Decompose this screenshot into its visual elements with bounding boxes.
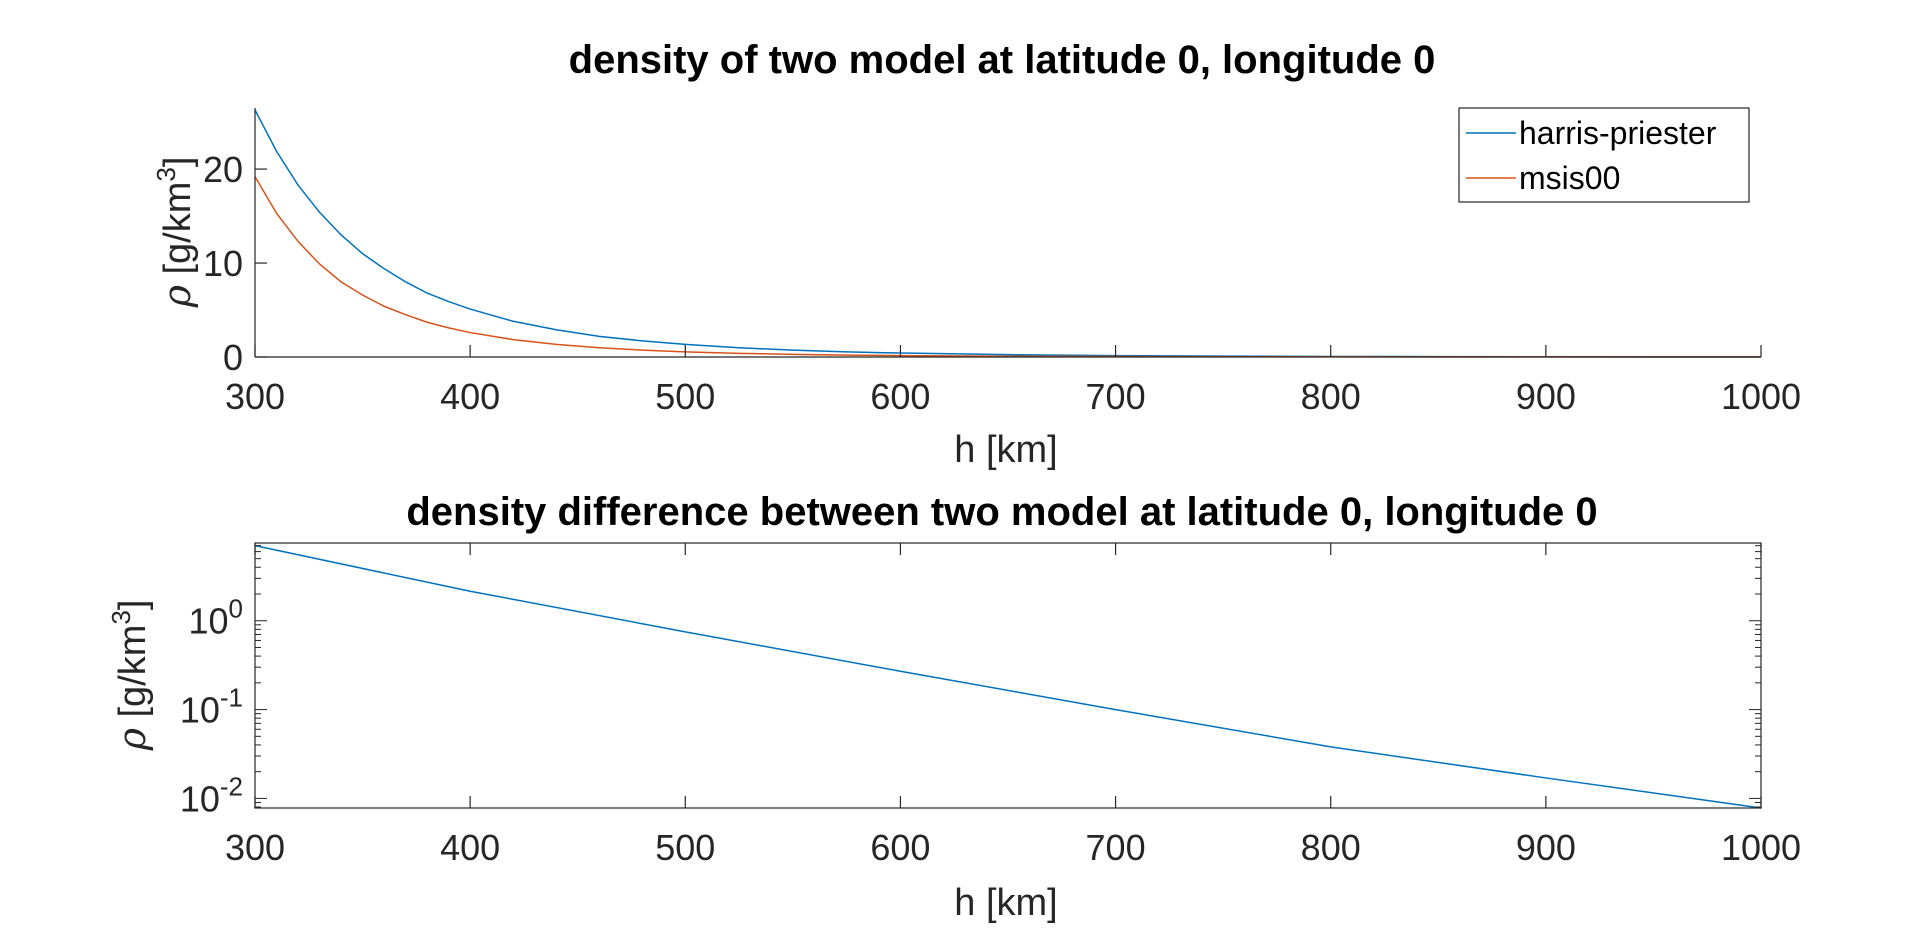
top-chart-y-ticks: 0 10 20 [203, 149, 267, 378]
bottom-chart-x-tick-label: 600 [870, 827, 930, 868]
bottom-chart-x-tick-label: 500 [655, 827, 715, 868]
bottom-chart-axis-box [254, 542, 1762, 809]
bottom-chart-y-ticks: 100 10-1 10-2 [180, 545, 1761, 819]
bottom-chart-y-tick-label: 100 [188, 594, 243, 642]
top-chart-x-tick-label: 300 [225, 376, 285, 417]
bottom-chart-x-tick-label: 900 [1516, 827, 1576, 868]
top-chart-x-tick-label: 400 [440, 376, 500, 417]
bottom-chart-y-axis-label: ρ [g/km3] [106, 600, 154, 752]
bottom-chart-series [254, 544, 1762, 809]
bottom-chart-y-tick-label: 10-2 [180, 771, 243, 819]
bottom-chart-x-ticks: 300 400 500 600 700 800 900 1000 [225, 543, 1801, 868]
bottom-chart-y-tick-label: 10-1 [180, 683, 243, 731]
top-chart-x-tick-label: 900 [1516, 376, 1576, 417]
top-chart-y-axis-label: ρ [g/km3] [151, 157, 199, 309]
top-chart-x-ticks: 300 400 500 600 700 800 900 1000 [225, 345, 1801, 417]
bottom-chart-series-line-difference [254, 544, 1762, 809]
top-chart-x-tick-label: 600 [870, 376, 930, 417]
bottom-chart-x-tick-label: 1000 [1721, 827, 1801, 868]
bottom-chart-x-tick-label: 800 [1301, 827, 1361, 868]
bottom-ylabel-exp: 3 [106, 610, 136, 624]
bottom-ylabel-symbol: ρ [110, 727, 154, 751]
bottom-chart-title: density difference between two model at … [406, 490, 1597, 534]
top-chart-x-tick-label: 700 [1086, 376, 1146, 417]
bottom-chart-x-tick-label: 400 [440, 827, 500, 868]
top-chart-x-axis-label: h [km] [954, 429, 1057, 471]
legend-label-msis00: msis00 [1519, 160, 1620, 196]
top-chart: density of two model at latitude 0, long… [151, 38, 1801, 471]
bottom-ylabel-close: ] [112, 600, 154, 611]
top-chart-y-tick-label: 0 [223, 337, 243, 378]
top-chart-y-tick-label: 20 [203, 149, 243, 190]
top-chart-x-tick-label: 1000 [1721, 376, 1801, 417]
bottom-chart-x-tick-label: 700 [1086, 827, 1146, 868]
top-ylabel-unit: [g/km [157, 182, 199, 285]
top-ylabel-exp: 3 [151, 167, 181, 181]
top-chart-x-tick-label: 500 [655, 376, 715, 417]
legend-label-harris-priester: harris-priester [1519, 115, 1717, 151]
legend-box [1458, 107, 1750, 203]
top-chart-legend: harris-priester msis00 [1458, 107, 1750, 203]
top-chart-title: density of two model at latitude 0, long… [569, 38, 1436, 82]
top-ylabel-symbol: ρ [155, 284, 199, 308]
top-ylabel-close: ] [157, 157, 199, 168]
bottom-chart-x-tick-label: 300 [225, 827, 285, 868]
top-chart-y-tick-label: 10 [203, 243, 243, 284]
bottom-chart-x-axis-label: h [km] [954, 882, 1057, 924]
bottom-chart: density difference between two model at … [106, 490, 1801, 924]
bottom-ylabel-unit: [g/km [112, 625, 154, 728]
top-chart-x-tick-label: 800 [1301, 376, 1361, 417]
